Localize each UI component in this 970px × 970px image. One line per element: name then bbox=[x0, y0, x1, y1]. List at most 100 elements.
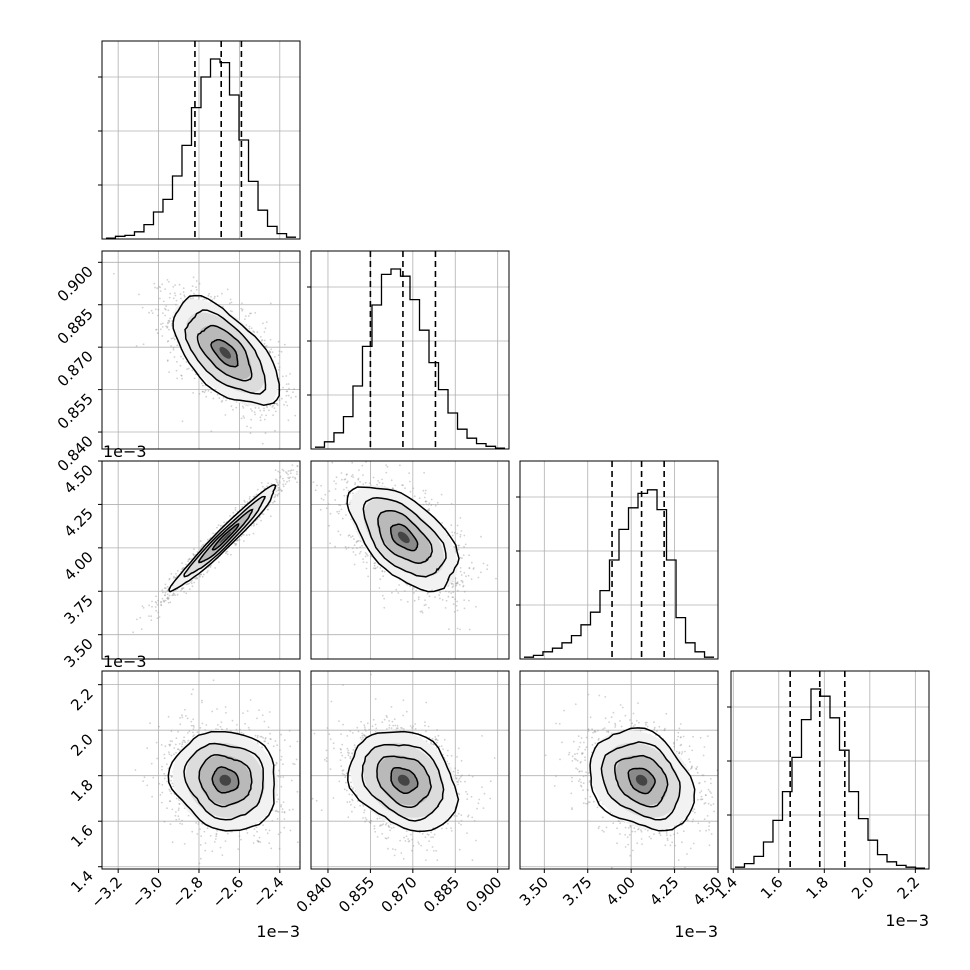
scatter-point bbox=[202, 384, 204, 387]
scatter-point bbox=[159, 328, 162, 331]
scatter-point bbox=[263, 343, 266, 345]
scatter-point bbox=[381, 832, 384, 835]
scatter-point bbox=[285, 390, 288, 393]
scatter-point bbox=[171, 782, 174, 785]
scatter-point bbox=[320, 484, 322, 487]
scatter-point bbox=[278, 769, 280, 772]
scatter-point bbox=[422, 503, 425, 506]
scatter-point bbox=[385, 464, 387, 466]
scatter-point bbox=[257, 407, 260, 409]
scatter-point bbox=[274, 740, 277, 742]
scatter-point bbox=[185, 563, 187, 566]
scatter-point bbox=[244, 318, 246, 320]
scatter-point bbox=[292, 762, 294, 765]
scatter-point bbox=[417, 596, 420, 599]
scatter-point bbox=[355, 541, 358, 544]
scatter-point bbox=[174, 743, 177, 746]
scatter-point bbox=[286, 480, 288, 483]
scatter-point bbox=[200, 545, 203, 548]
scatter-point bbox=[181, 587, 183, 590]
scatter-point bbox=[249, 432, 252, 435]
scatter-point bbox=[431, 737, 434, 740]
scatter-point bbox=[259, 409, 262, 412]
scatter-point bbox=[163, 773, 166, 775]
scatter-point bbox=[486, 568, 488, 571]
scatter-point bbox=[178, 807, 180, 810]
scatter-point bbox=[201, 822, 204, 825]
scatter-point bbox=[229, 302, 231, 305]
scatter-point bbox=[254, 312, 257, 314]
scatter-point bbox=[338, 504, 340, 506]
scatter-point bbox=[163, 757, 166, 760]
scatter-point bbox=[161, 768, 163, 771]
scatter-point bbox=[456, 581, 459, 583]
scatter-point bbox=[335, 476, 338, 479]
scatter-point bbox=[181, 568, 184, 571]
scatter-point bbox=[163, 601, 166, 603]
scatter-point bbox=[341, 478, 343, 481]
scatter-point bbox=[171, 594, 174, 597]
scatter-point bbox=[294, 414, 297, 417]
scatter-point bbox=[445, 827, 448, 830]
scatter-point bbox=[164, 745, 167, 748]
scatter-point bbox=[454, 598, 456, 600]
scatter-point bbox=[238, 835, 241, 838]
scatter-point bbox=[180, 589, 182, 592]
scatter-point bbox=[249, 426, 252, 429]
scatter-point bbox=[161, 335, 164, 337]
contour-line bbox=[172, 294, 281, 406]
scatter-point bbox=[175, 369, 178, 372]
scatter-point bbox=[178, 818, 181, 820]
scatter-point bbox=[214, 295, 216, 298]
scatter-point bbox=[268, 350, 271, 352]
scatter-point bbox=[457, 548, 460, 551]
scatter-point bbox=[181, 562, 184, 564]
scatter-point bbox=[455, 605, 458, 607]
scatter-point bbox=[273, 407, 276, 410]
scatter-point bbox=[166, 807, 168, 810]
scatter-point bbox=[203, 830, 206, 833]
scatter-point bbox=[430, 498, 433, 501]
scatter-point bbox=[308, 455, 310, 457]
scatter-point bbox=[165, 325, 168, 328]
scatter-point bbox=[211, 850, 214, 853]
scatter-point bbox=[456, 600, 458, 603]
scatter-point bbox=[222, 396, 225, 399]
scatter-point bbox=[256, 839, 259, 842]
scatter-point bbox=[196, 577, 199, 579]
scatter-point bbox=[340, 508, 343, 511]
scatter-point bbox=[350, 781, 352, 784]
scatter-point bbox=[463, 571, 466, 574]
scatter-point bbox=[159, 286, 162, 289]
scatter-point bbox=[166, 763, 168, 766]
scatter-point bbox=[285, 383, 288, 385]
scatter-point bbox=[456, 582, 458, 584]
scatter-point bbox=[253, 828, 256, 830]
scatter-point bbox=[319, 508, 322, 511]
scatter-point bbox=[218, 397, 221, 399]
density-layer bbox=[132, 455, 310, 634]
scatter-point bbox=[254, 413, 256, 416]
scatter-point bbox=[169, 740, 172, 742]
scatter-point bbox=[172, 297, 175, 300]
scatter-point bbox=[472, 567, 475, 569]
scatter-point bbox=[296, 465, 299, 467]
scatter-point bbox=[212, 397, 215, 400]
scatter-point bbox=[278, 489, 280, 491]
scatter-point bbox=[219, 524, 222, 527]
scatter-point bbox=[268, 711, 271, 713]
scatter-point bbox=[289, 373, 291, 375]
scatter-point bbox=[262, 824, 264, 826]
scatter-point bbox=[166, 597, 169, 600]
scatter-point bbox=[247, 726, 250, 729]
scatter-point bbox=[448, 591, 450, 593]
scatter-point bbox=[340, 748, 342, 751]
scatter-point bbox=[266, 508, 269, 511]
scatter-point bbox=[260, 414, 263, 416]
scatter-point bbox=[206, 827, 209, 830]
scatter-point bbox=[166, 326, 169, 329]
scatter-point bbox=[243, 499, 246, 502]
scatter-point bbox=[269, 351, 271, 354]
scatter-point bbox=[400, 852, 403, 854]
scatter-point bbox=[424, 500, 427, 503]
